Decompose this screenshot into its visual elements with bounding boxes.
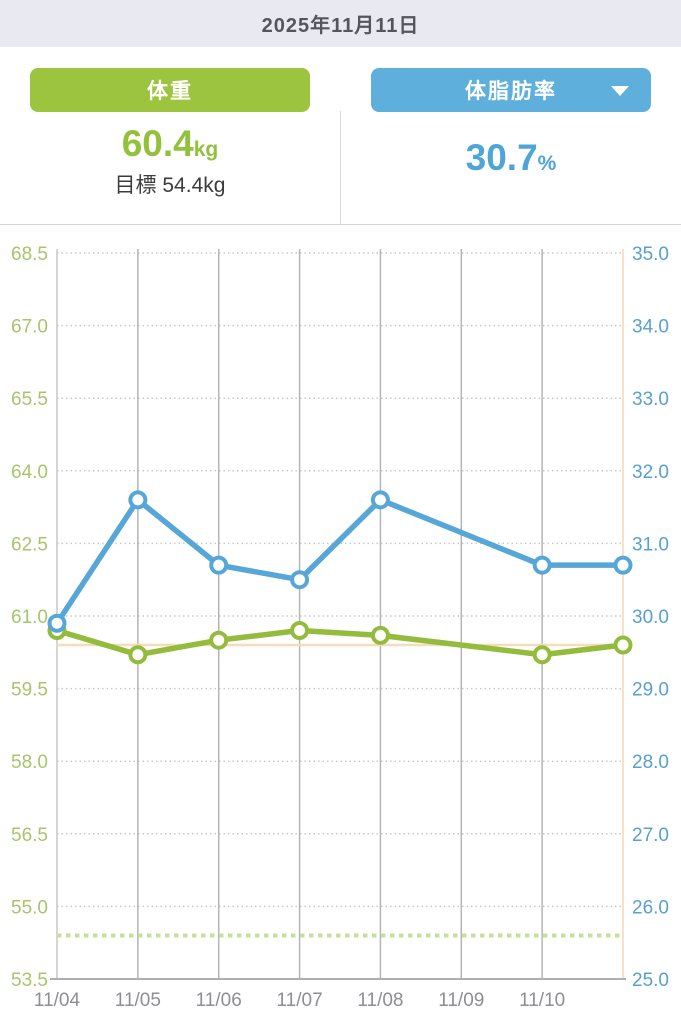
data-point xyxy=(209,555,229,575)
svg-text:55.0: 55.0 xyxy=(11,897,48,918)
svg-text:26.0: 26.0 xyxy=(632,897,669,918)
data-point xyxy=(613,635,633,655)
svg-text:31.0: 31.0 xyxy=(632,534,669,555)
section-divider xyxy=(0,224,681,225)
chart-canvas: 68.5 67.0 65.5 64.0 62.5 61.0 59.5 58.0 56.5 55.0… xyxy=(11,244,669,1011)
svg-text:30.0: 30.0 xyxy=(632,607,669,628)
bodyfat-value: 30.7 xyxy=(465,137,538,178)
svg-text:53.5: 53.5 xyxy=(11,970,48,991)
weight-value: 60.4 xyxy=(121,123,194,164)
data-point xyxy=(532,555,552,575)
svg-text:34.0: 34.0 xyxy=(632,317,669,338)
cards-vertical-divider xyxy=(340,111,341,259)
svg-text:11/09: 11/09 xyxy=(438,990,484,1011)
svg-text:11/04: 11/04 xyxy=(34,990,81,1011)
data-point xyxy=(128,645,148,665)
svg-text:25.0: 25.0 xyxy=(632,970,669,991)
right-axis-labels: 35.0 34.0 33.0 32.0 31.0 30.0 29.0 28.0 27.0 26.0… xyxy=(632,244,669,991)
svg-text:67.0: 67.0 xyxy=(11,317,48,338)
svg-text:64.0: 64.0 xyxy=(11,462,48,483)
svg-text:11/07: 11/07 xyxy=(277,990,323,1011)
svg-text:35.0: 35.0 xyxy=(632,244,669,265)
svg-text:33.0: 33.0 xyxy=(632,389,669,410)
bodyfat-card: 体脂肪率 30.7% xyxy=(341,47,681,225)
svg-text:59.5: 59.5 xyxy=(11,680,48,701)
weight-tab-button[interactable]: 体重 xyxy=(30,68,310,112)
svg-text:11/06: 11/06 xyxy=(196,990,242,1011)
svg-text:11/05: 11/05 xyxy=(115,990,161,1011)
svg-text:27.0: 27.0 xyxy=(632,825,669,846)
trend-chart: 68.5 67.0 65.5 64.0 62.5 61.0 59.5 58.0 56.5 55.0… xyxy=(0,225,681,1024)
chevron-down-icon xyxy=(611,86,629,96)
data-point xyxy=(128,490,148,510)
x-axis-labels: 11/04 11/05 11/06 11/07 11/08 11/09 11/10 xyxy=(34,990,565,1011)
bodyfat-value-row: 30.7% xyxy=(341,137,681,179)
gridlines xyxy=(56,249,624,979)
data-point xyxy=(209,630,229,650)
data-point xyxy=(370,490,390,510)
metric-cards: 体重 60.4kg 目標 54.4kg 体脂肪率 30.7% xyxy=(0,47,681,259)
bodyfat-dropdown-button[interactable]: 体脂肪率 xyxy=(371,68,651,112)
weight-card: 体重 60.4kg 目標 54.4kg xyxy=(0,47,340,225)
svg-text:11/10: 11/10 xyxy=(519,990,565,1011)
bodyfat-line-series xyxy=(47,490,633,633)
date-title: 2025年11月11日 xyxy=(261,15,420,37)
data-point xyxy=(613,555,633,575)
svg-text:28.0: 28.0 xyxy=(632,752,669,773)
left-axis-labels: 68.5 67.0 65.5 64.0 62.5 61.0 59.5 58.0 56.5 55.0… xyxy=(11,244,48,991)
svg-text:65.5: 65.5 xyxy=(11,389,48,410)
svg-text:29.0: 29.0 xyxy=(632,680,669,701)
data-point xyxy=(370,625,390,645)
svg-text:56.5: 56.5 xyxy=(11,825,48,846)
bodyfat-tab-label: 体脂肪率 xyxy=(465,80,557,103)
svg-text:32.0: 32.0 xyxy=(632,462,669,483)
svg-text:61.0: 61.0 xyxy=(11,607,48,628)
data-point xyxy=(47,613,67,633)
svg-text:11/08: 11/08 xyxy=(357,990,403,1011)
data-point xyxy=(532,645,552,665)
weight-unit: kg xyxy=(193,138,219,161)
weight-tab-label: 体重 xyxy=(147,80,193,103)
weight-value-row: 60.4kg xyxy=(0,123,340,165)
date-header: 2025年11月11日 xyxy=(0,0,681,47)
reference-lines xyxy=(57,643,623,938)
svg-text:58.0: 58.0 xyxy=(11,752,48,773)
data-point xyxy=(290,570,310,590)
svg-text:68.5: 68.5 xyxy=(11,244,48,265)
weight-goal-text: 目標 54.4kg xyxy=(114,174,226,197)
bodyfat-unit: % xyxy=(537,152,557,175)
svg-text:62.5: 62.5 xyxy=(11,534,48,555)
data-point xyxy=(290,621,310,641)
weight-line-series xyxy=(47,621,633,665)
